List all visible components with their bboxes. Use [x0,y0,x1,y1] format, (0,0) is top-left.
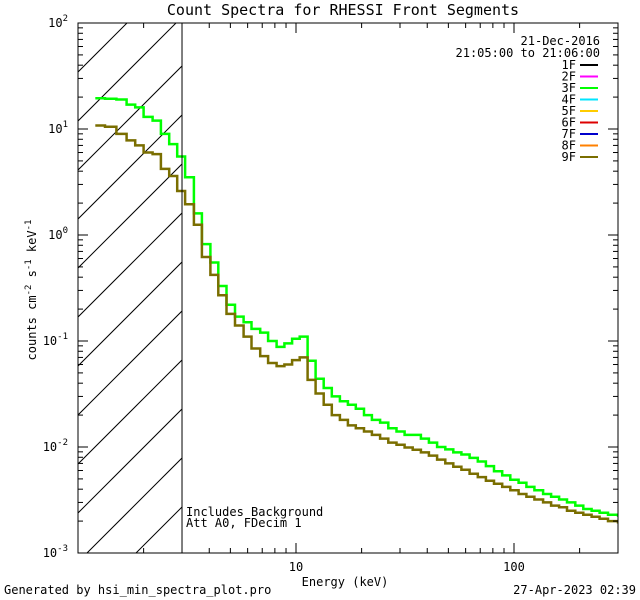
generated-by-label: Generated by hsi_min_spectra_plot.pro [4,583,271,597]
hatch-line [78,65,183,171]
legend-label: 1F [562,58,576,72]
hatch-line [86,457,183,553]
legend-label: 7F [562,127,576,141]
hatch-line [78,261,183,367]
series-line-9F [95,124,618,524]
legend-label: 9F [562,150,576,164]
x-tick-label: 10 [289,560,303,574]
date-label: 21-Dec-2016 [521,34,600,48]
y-tick-label: 10-1 [43,332,68,348]
chart-title: Count Spectra for RHESSI Front Segments [167,1,519,19]
hatched-region [78,23,640,553]
legend-label: 8F [562,139,576,153]
hatch-line [78,310,183,416]
hatch-line [78,23,128,73]
legend-label: 2F [562,70,576,84]
legend-label: 3F [562,81,576,95]
y-axis-label: counts cm-2 s-1 keV-1 [24,220,39,361]
hatch-line [381,23,640,553]
y-tick-label: 100 [48,226,68,242]
axis-ticks: 10 100 10-3 10-2 10-1 100 101 102 [43,14,619,574]
hatch-line [528,23,640,553]
annotation-attenuator: Att A0, FDecim 1 [186,516,302,530]
hatch-line [332,23,640,553]
hatch-line [78,163,183,269]
hatch-line [234,23,640,553]
series-group [95,97,618,524]
hatch-line [283,23,640,553]
x-tick-label: 100 [503,560,525,574]
hatch-line [78,212,183,318]
x-axis-label: Energy (keV) [302,575,389,589]
hatch-line [78,114,183,220]
hatch-line [78,23,79,24]
hatch-line [78,23,177,122]
hatch-line [577,23,640,553]
hatch-line [430,23,640,553]
timestamp-label: 27-Apr-2023 02:39 [513,583,636,597]
legend-label: 5F [562,104,576,118]
series-line-3F [95,97,618,517]
time-range-label: 21:05:00 to 21:06:00 [456,46,601,60]
hatch-line [626,23,640,553]
y-tick-label: 10-3 [43,544,68,560]
y-tick-label: 10-2 [43,438,68,454]
y-tick-label: 101 [48,120,68,136]
annotation-background: Includes Background [186,505,323,519]
hatch-line [78,408,183,514]
legend-label: 6F [562,116,576,130]
plot-frame [77,22,619,554]
y-tick-label: 102 [48,14,68,30]
legend-label: 4F [562,93,576,107]
